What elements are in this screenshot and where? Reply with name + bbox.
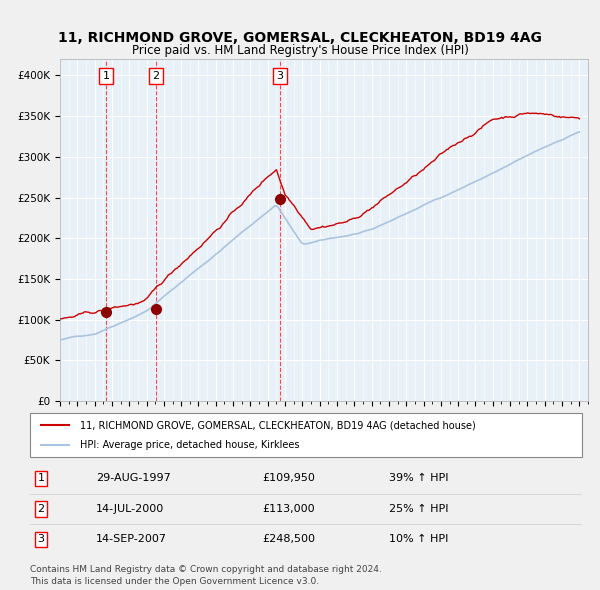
Text: 14-JUL-2000: 14-JUL-2000 bbox=[96, 504, 164, 514]
Text: 2: 2 bbox=[152, 71, 160, 81]
Text: 1: 1 bbox=[103, 71, 110, 81]
Text: 3: 3 bbox=[38, 535, 44, 545]
Text: 25% ↑ HPI: 25% ↑ HPI bbox=[389, 504, 448, 514]
Text: 11, RICHMOND GROVE, GOMERSAL, CLECKHEATON, BD19 4AG: 11, RICHMOND GROVE, GOMERSAL, CLECKHEATO… bbox=[58, 31, 542, 45]
Text: Price paid vs. HM Land Registry's House Price Index (HPI): Price paid vs. HM Land Registry's House … bbox=[131, 44, 469, 57]
Text: 1: 1 bbox=[38, 473, 44, 483]
Text: £113,000: £113,000 bbox=[262, 504, 314, 514]
Text: 2: 2 bbox=[37, 504, 44, 514]
Text: This data is licensed under the Open Government Licence v3.0.: This data is licensed under the Open Gov… bbox=[30, 576, 319, 586]
Text: 29-AUG-1997: 29-AUG-1997 bbox=[96, 473, 171, 483]
Text: 14-SEP-2007: 14-SEP-2007 bbox=[96, 535, 167, 545]
Text: £109,950: £109,950 bbox=[262, 473, 315, 483]
Text: 11, RICHMOND GROVE, GOMERSAL, CLECKHEATON, BD19 4AG (detached house): 11, RICHMOND GROVE, GOMERSAL, CLECKHEATO… bbox=[80, 421, 475, 430]
Text: 39% ↑ HPI: 39% ↑ HPI bbox=[389, 473, 448, 483]
Text: Contains HM Land Registry data © Crown copyright and database right 2024.: Contains HM Land Registry data © Crown c… bbox=[30, 565, 382, 574]
FancyBboxPatch shape bbox=[30, 413, 582, 457]
Text: HPI: Average price, detached house, Kirklees: HPI: Average price, detached house, Kirk… bbox=[80, 440, 299, 450]
Text: 10% ↑ HPI: 10% ↑ HPI bbox=[389, 535, 448, 545]
Text: 3: 3 bbox=[277, 71, 284, 81]
Text: £248,500: £248,500 bbox=[262, 535, 315, 545]
